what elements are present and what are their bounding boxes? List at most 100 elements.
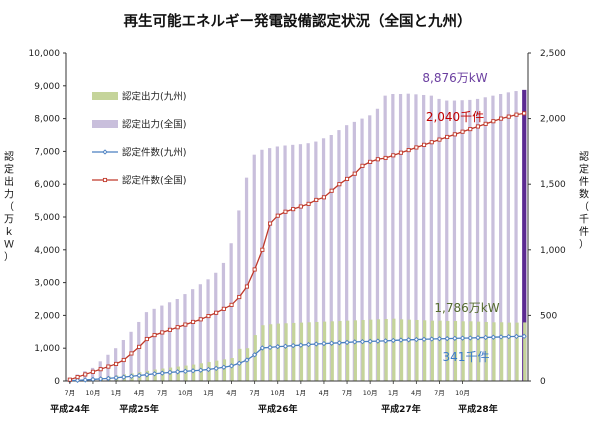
bar-national-output [260,149,264,381]
x-tick-label: 7月 [434,389,445,397]
bar-kyushu-output [330,321,334,381]
bar-kyushu-output [222,359,227,381]
point-kyushu-count [144,372,150,378]
bar-kyushu-output [446,320,450,381]
x-tick-label: 4月 [411,389,422,397]
y-right-tick-label: 2,500 [540,49,566,59]
point-national-count [175,325,180,330]
y-left-tick-label: 5,000 [34,213,60,223]
point-kyushu-count [321,340,327,347]
bar-national-output [329,135,333,381]
bar-kyushu-output [215,360,219,381]
bar-kyushu-output [415,319,419,381]
point-kyushu-count [452,335,458,341]
y-left-tick-label: 8,000 [34,115,60,125]
x-tick-label: 7月 [249,389,260,397]
y-right-tick-label: 500 [540,311,557,321]
point-national-count [298,204,303,209]
point-national-count [183,322,188,327]
point-national-count [283,209,288,214]
point-national-count [506,114,511,119]
bar-kyushu-output [245,348,250,381]
y-left-title-char: ｋ [4,226,14,238]
bar-kyushu-output [361,319,365,381]
bar-kyushu-output [346,320,350,381]
point-national-count [268,221,273,226]
point-kyushu-count [159,370,165,376]
bar-national-output [306,143,310,381]
bar-national-output [375,108,380,381]
bar-kyushu-output [284,323,288,381]
bar-kyushu-output [338,320,342,381]
bar-national-output [314,141,318,381]
point-kyushu-count [113,375,119,381]
point-national-count [522,111,527,116]
x-tick-label: 7月 [342,389,353,397]
x-era-label: 平成28年 [458,403,498,415]
point-kyushu-count [128,373,135,379]
legend-swatch [92,92,118,100]
x-tick-label: 1月 [296,389,307,397]
bar-kyushu-output [269,324,273,381]
point-national-count [190,319,196,325]
bar-kyushu-output [515,322,519,381]
bar-national-output [514,91,518,381]
y-left-tick-label: 0 [54,377,60,387]
bar-kyushu-output [292,322,296,381]
bar-national-output [337,130,341,381]
y-left-title-char: Ｗ [4,240,14,251]
point-national-count [206,314,211,319]
bar-national-output [221,262,226,381]
point-national-count [214,310,219,315]
bar-kyushu-output [353,320,357,381]
bar-national-output [268,148,272,381]
x-tick-label: 4月 [226,389,237,397]
legend-label: 認定出力(全国) [122,119,186,131]
annotation-label: 8,876万kW [422,71,487,85]
x-era-label: 平成26年 [258,403,298,415]
legend-marker [102,149,108,155]
bar-kyushu-output [261,325,265,381]
x-tick-label: 10月 [178,389,193,397]
bar-national-output [391,94,395,381]
point-kyushu-count [467,335,473,341]
y-right-tick-label: 1,000 [540,246,566,256]
point-national-count [144,336,149,342]
point-national-count [306,201,311,206]
point-kyushu-count [182,368,188,374]
y-left-tick-label: 9,000 [34,82,60,92]
bar-national-output [460,100,464,382]
point-national-count [491,119,496,124]
legend-label: 認定出力(九州) [122,91,186,103]
legend-label: 認定件数(全国) [122,175,186,187]
x-tick-label: 10月 [455,389,470,397]
point-kyushu-count [74,377,81,383]
bar-national-output [137,321,141,381]
point-kyushu-count [382,338,389,344]
point-kyushu-count [498,334,504,340]
point-national-count [375,157,380,162]
point-kyushu-count [252,352,258,358]
x-tick-label: 10月 [86,389,101,397]
point-kyushu-count [305,341,312,348]
point-kyushu-count [483,334,489,341]
bar-kyushu-output [430,320,434,381]
point-kyushu-count [105,375,111,382]
point-kyushu-count [506,334,512,340]
point-kyushu-count [490,334,496,340]
point-national-count [83,372,88,377]
point-kyushu-count [352,339,358,345]
bar-national-output [160,305,164,381]
bar-national-output [206,279,210,381]
point-kyushu-count [267,344,273,351]
bar-national-output [144,312,149,381]
point-national-count [499,116,504,121]
bar-kyushu-output [392,318,396,381]
point-kyushu-count [98,376,104,382]
point-kyushu-count [236,360,242,366]
point-national-count [314,197,319,202]
bar-national-output [506,92,510,382]
y-right-tick-label: 0 [540,377,546,387]
bar-kyushu-output [484,321,488,381]
